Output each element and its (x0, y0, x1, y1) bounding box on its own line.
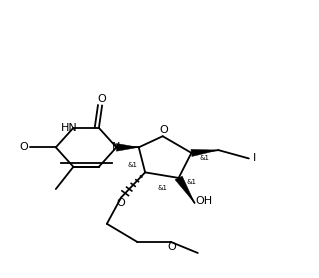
Text: O: O (19, 142, 28, 152)
Text: N: N (112, 142, 121, 152)
Text: &1: &1 (127, 162, 137, 168)
Text: O: O (117, 198, 126, 208)
Text: &1: &1 (199, 155, 209, 161)
Polygon shape (175, 176, 195, 203)
Polygon shape (116, 143, 139, 151)
Text: &1: &1 (186, 179, 197, 185)
Text: OH: OH (195, 196, 212, 206)
Text: O: O (98, 94, 107, 104)
Text: I: I (253, 153, 256, 163)
Text: O: O (159, 125, 168, 135)
Text: HN: HN (61, 123, 78, 133)
Text: O: O (167, 242, 176, 252)
Polygon shape (191, 149, 219, 157)
Text: &1: &1 (158, 185, 168, 191)
